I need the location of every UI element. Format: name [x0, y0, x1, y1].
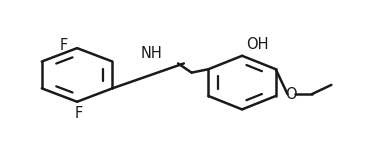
Text: F: F — [75, 106, 83, 121]
Text: F: F — [59, 38, 67, 53]
Text: NH: NH — [141, 46, 163, 61]
Text: O: O — [285, 87, 296, 102]
Text: OH: OH — [246, 37, 269, 52]
